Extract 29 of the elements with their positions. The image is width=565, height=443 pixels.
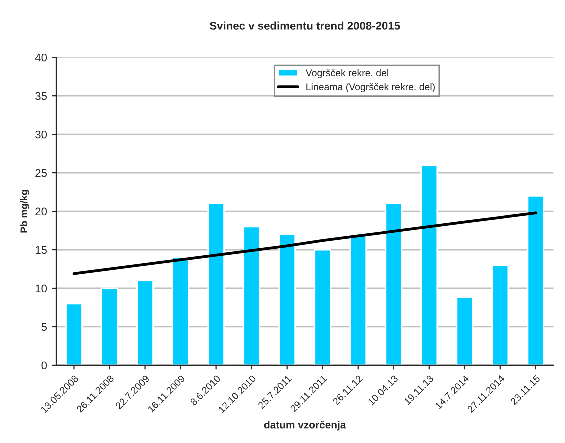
bar [420,164,438,366]
legend-label: Lineama (Vogršček rekre. del) [306,83,435,92]
y-tick-label: 20 [36,208,48,216]
chart-title: Svinec v sedimentu trend 2008-2015 [210,22,400,30]
bar [385,203,403,366]
y-axis-title: Pb mg/kg [20,190,30,233]
y-tick-label: 0 [42,362,48,370]
x-axis-title: datum vzorčenja [264,420,346,431]
bar [208,203,225,366]
y-tick-label: 15 [36,246,48,254]
line-series [72,212,538,276]
bar [527,195,545,366]
bar [278,234,296,366]
bar [243,226,261,366]
legend-label: Vogršček rekre. del [306,69,388,79]
y-tick-label: 10 [36,284,48,293]
y-tick-label: 25 [36,169,48,178]
bar [66,303,83,366]
y-tick-label: 35 [36,92,48,100]
bar [314,249,332,366]
bar [172,257,190,366]
bar [101,288,118,366]
y-tick-label: 5 [42,323,48,332]
bar [350,234,368,366]
bar [136,280,154,366]
bar [456,297,474,366]
bar [492,264,510,366]
y-tick-label: 40 [35,54,48,62]
y-tick-label: 30 [36,130,48,139]
